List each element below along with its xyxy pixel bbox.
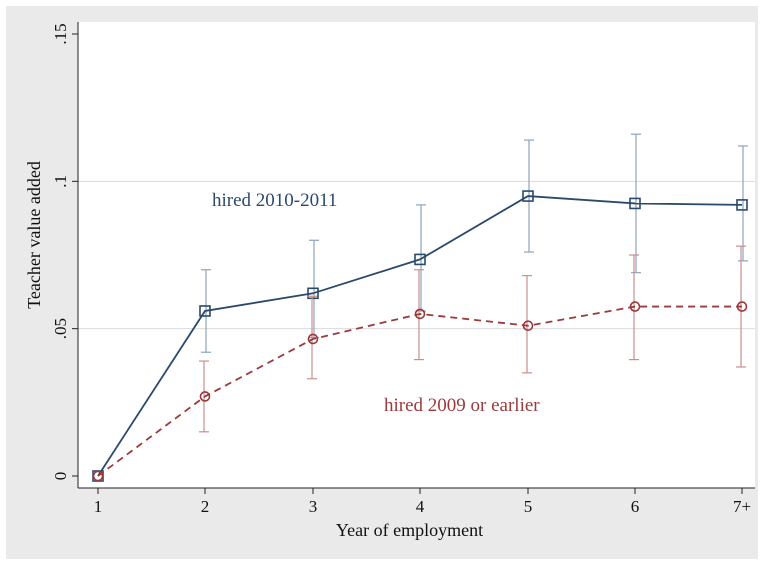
series-0-label: hired 2010-2011 [212, 190, 337, 211]
x-tick-label-2: 3 [309, 497, 318, 516]
series-1-marker-2 [307, 333, 319, 345]
series-0-marker-4 [522, 190, 534, 202]
series-1-marker-6 [736, 301, 748, 312]
series-0-marker-6 [736, 199, 748, 211]
series-1-marker-1 [199, 391, 211, 402]
y-tick-label-1: .05 [51, 318, 70, 339]
line-chart: 0 .05 .1 .15 1 2 3 4 5 6 7+ Year of employment Teach… [24, 22, 755, 540]
series-1-line [97, 305, 742, 477]
y-axis-title: Teacher value added [24, 161, 44, 309]
series-1-marker-5 [629, 301, 641, 312]
y-tick-label-0: 0 [51, 472, 70, 481]
series-1-marker-0 [92, 470, 104, 482]
series-1-label: hired 2009 or earlier [384, 395, 540, 416]
x-tick-label-3: 4 [416, 497, 425, 516]
chart-figure: 0 .05 .1 .15 1 2 3 4 5 6 7+ Year of employment Teach… [6, 6, 758, 559]
series-0-marker-5 [629, 197, 641, 210]
series-0-marker-1 [199, 305, 211, 317]
series-0-line [97, 195, 743, 477]
x-tick-label-6: 7+ [733, 497, 751, 516]
x-tick-label-5: 6 [631, 497, 640, 516]
series-0-marker-2 [307, 287, 319, 300]
x-tick-label-4: 5 [524, 497, 533, 516]
y-tick-label-3: .15 [51, 23, 70, 44]
y-tick-label-2: .1 [51, 175, 70, 188]
x-tick-label-0: 1 [94, 497, 103, 516]
series-1: hired 2009 or earlier [92, 245, 748, 482]
series-1-marker-3 [414, 308, 426, 320]
x-axis-title: Year of employment [336, 520, 483, 540]
series-1-marker-4 [522, 320, 534, 332]
series-0-marker-3 [414, 253, 426, 266]
x-tick-label-1: 2 [201, 497, 210, 516]
